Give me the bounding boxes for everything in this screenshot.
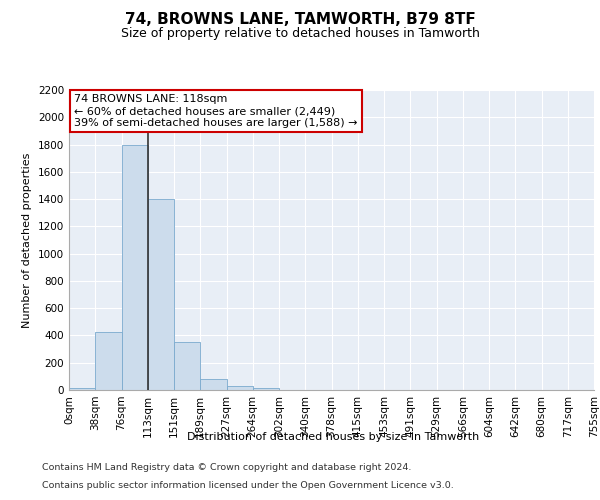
Text: 74, BROWNS LANE, TAMWORTH, B79 8TF: 74, BROWNS LANE, TAMWORTH, B79 8TF — [125, 12, 475, 28]
Text: Contains public sector information licensed under the Open Government Licence v3: Contains public sector information licen… — [42, 481, 454, 490]
Bar — [174, 342, 200, 390]
Bar — [148, 199, 174, 390]
Bar — [69, 388, 95, 390]
Text: Size of property relative to detached houses in Tamworth: Size of property relative to detached ho… — [121, 28, 479, 40]
Text: 74 BROWNS LANE: 118sqm
← 60% of detached houses are smaller (2,449)
39% of semi-: 74 BROWNS LANE: 118sqm ← 60% of detached… — [74, 94, 358, 128]
Y-axis label: Number of detached properties: Number of detached properties — [22, 152, 32, 328]
Bar — [121, 144, 148, 390]
Text: Distribution of detached houses by size in Tamworth: Distribution of detached houses by size … — [187, 432, 479, 442]
Bar — [253, 388, 279, 390]
Bar — [227, 386, 253, 390]
Text: Contains HM Land Registry data © Crown copyright and database right 2024.: Contains HM Land Registry data © Crown c… — [42, 464, 412, 472]
Bar — [95, 332, 121, 390]
Bar — [200, 379, 227, 390]
